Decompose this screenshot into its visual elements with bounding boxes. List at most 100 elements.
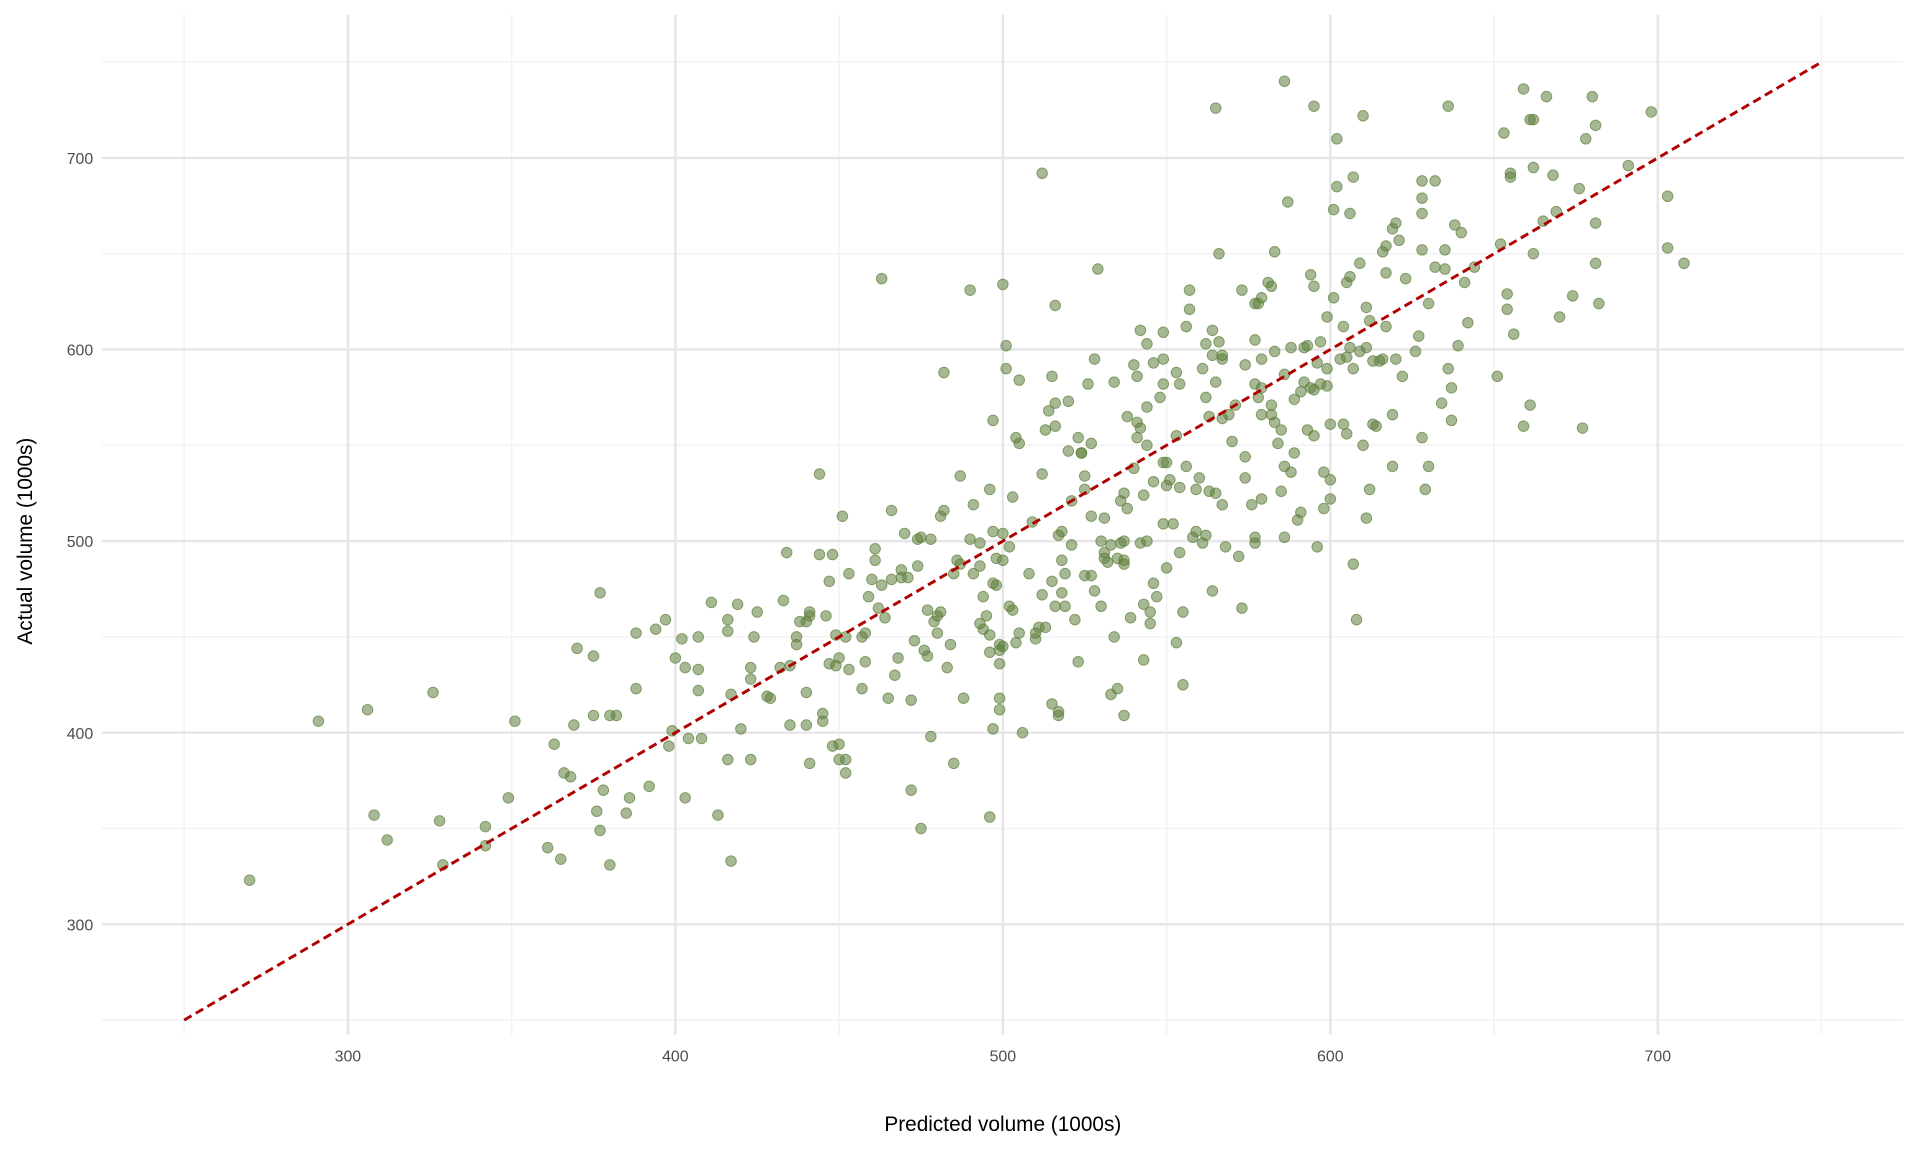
data-point bbox=[669, 652, 682, 664]
data-point bbox=[735, 723, 747, 735]
data-point bbox=[1308, 100, 1320, 112]
data-point bbox=[1589, 257, 1602, 270]
data-point bbox=[1442, 100, 1454, 112]
data-point bbox=[777, 594, 790, 607]
data-point bbox=[1069, 613, 1081, 626]
data-point bbox=[1239, 359, 1251, 371]
data-point bbox=[1141, 338, 1153, 350]
data-point bbox=[1331, 133, 1343, 145]
data-point bbox=[1006, 491, 1019, 503]
data-point bbox=[1321, 311, 1333, 323]
data-point bbox=[587, 709, 600, 722]
data-point bbox=[1085, 437, 1098, 450]
data-point bbox=[800, 686, 813, 699]
data-point bbox=[915, 531, 927, 544]
data-point bbox=[1003, 541, 1016, 553]
data-point bbox=[594, 587, 606, 599]
data-point bbox=[623, 792, 636, 804]
data-point bbox=[1390, 353, 1402, 365]
data-point bbox=[1265, 280, 1278, 293]
data-point bbox=[1216, 353, 1229, 365]
data-point bbox=[1219, 541, 1232, 553]
data-point bbox=[1206, 349, 1219, 362]
data-point bbox=[1206, 324, 1219, 337]
data-point bbox=[1134, 324, 1147, 337]
data-point bbox=[1566, 290, 1579, 302]
data-point bbox=[1216, 498, 1229, 511]
data-point bbox=[1301, 339, 1314, 352]
data-point bbox=[1056, 587, 1068, 599]
data-point bbox=[1419, 483, 1432, 496]
data-point bbox=[1042, 405, 1055, 417]
data-point bbox=[1160, 456, 1173, 469]
data-point bbox=[1576, 422, 1589, 434]
data-point bbox=[1553, 311, 1566, 323]
data-point bbox=[1137, 598, 1150, 611]
data-point bbox=[1491, 370, 1504, 383]
data-point bbox=[944, 638, 957, 651]
data-point bbox=[967, 498, 980, 511]
data-point bbox=[1177, 679, 1189, 691]
data-point bbox=[816, 715, 829, 727]
data-point bbox=[1295, 385, 1307, 398]
data-point bbox=[1023, 567, 1035, 580]
data-point bbox=[882, 692, 894, 704]
data-point bbox=[1661, 242, 1674, 254]
data-point bbox=[1151, 590, 1163, 603]
data-point bbox=[1357, 110, 1369, 122]
data-point bbox=[1088, 353, 1101, 365]
data-point bbox=[1321, 380, 1333, 392]
data-point bbox=[1095, 535, 1107, 547]
data-point bbox=[931, 627, 944, 639]
data-point bbox=[1111, 682, 1124, 695]
data-point bbox=[764, 692, 777, 704]
data-point bbox=[1462, 316, 1474, 329]
data-point bbox=[1101, 556, 1114, 568]
data-point bbox=[1245, 498, 1258, 511]
data-point bbox=[1036, 468, 1048, 480]
data-point bbox=[1324, 418, 1337, 430]
data-point bbox=[1085, 569, 1098, 582]
data-point bbox=[915, 822, 927, 835]
data-point bbox=[1013, 627, 1025, 639]
data-point bbox=[1376, 353, 1389, 365]
data-point bbox=[941, 661, 953, 674]
data-point bbox=[1157, 353, 1170, 365]
data-point bbox=[1173, 546, 1186, 559]
data-point bbox=[983, 629, 996, 641]
data-point bbox=[1160, 562, 1173, 574]
data-point bbox=[744, 753, 757, 766]
data-point bbox=[839, 767, 852, 779]
data-point bbox=[554, 853, 567, 865]
data-point bbox=[1013, 374, 1025, 386]
data-point bbox=[1507, 328, 1520, 340]
data-point bbox=[1678, 257, 1690, 270]
data-point bbox=[676, 633, 688, 645]
data-point bbox=[1255, 353, 1268, 365]
data-point bbox=[1078, 470, 1091, 482]
data-point bbox=[1157, 518, 1170, 530]
data-point bbox=[1013, 437, 1025, 450]
y-axis-label: Actual volume (1000s) bbox=[14, 438, 37, 645]
data-point bbox=[1295, 506, 1307, 519]
data-point bbox=[1350, 613, 1363, 626]
data-point bbox=[682, 732, 695, 745]
data-point bbox=[1183, 284, 1196, 296]
data-point bbox=[1416, 244, 1428, 256]
data-point bbox=[879, 611, 891, 624]
data-point bbox=[862, 590, 875, 603]
data-point bbox=[1052, 709, 1065, 722]
data-point bbox=[1049, 299, 1061, 312]
data-point bbox=[1157, 326, 1170, 339]
data-point bbox=[1046, 575, 1058, 588]
y-tick-label: 500 bbox=[67, 534, 94, 551]
x-tick-label: 400 bbox=[662, 1048, 689, 1065]
data-point bbox=[1501, 303, 1513, 316]
data-point bbox=[1118, 709, 1130, 722]
data-point bbox=[610, 709, 623, 722]
data-point bbox=[875, 579, 888, 591]
data-point bbox=[983, 646, 996, 658]
data-point bbox=[1288, 393, 1301, 406]
data-point bbox=[1128, 359, 1140, 371]
data-point bbox=[1118, 487, 1130, 499]
